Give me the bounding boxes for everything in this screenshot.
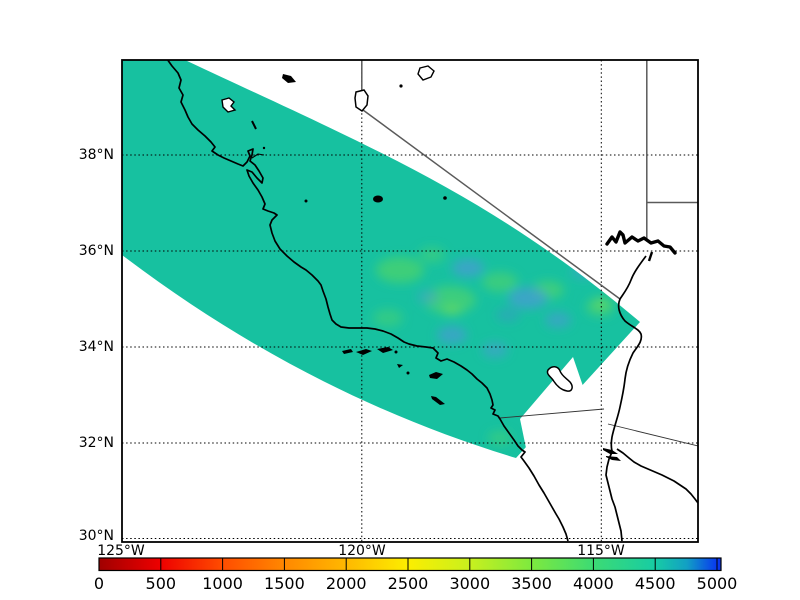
colorbar-gradient	[99, 558, 721, 571]
cb-tick-1500: 1500	[264, 574, 305, 593]
sacramento-delta	[251, 153, 265, 159]
clear-lake	[221, 97, 237, 113]
island-anacapa	[394, 350, 398, 354]
cb-tick-4500: 4500	[634, 574, 676, 593]
pacific-coast	[166, 60, 569, 542]
country-border-us-mexico	[499, 408, 698, 447]
delta-lagoon-1	[603, 448, 618, 454]
cb-tick-5000: 5000	[696, 574, 738, 593]
cb-tick-3500: 3500	[511, 574, 552, 593]
lake-berryessa	[251, 120, 257, 130]
x-tick-125W: 125°W	[97, 543, 145, 559]
state-borders	[361, 60, 698, 300]
walker-lake	[443, 196, 447, 200]
y-tick-32N: 32°N	[78, 435, 114, 451]
cb-tick-2000: 2000	[325, 574, 367, 593]
border-ca-nv-diagonal	[362, 109, 621, 300]
island-santa-cruz	[356, 349, 372, 355]
baja-gulf-coast	[605, 451, 623, 542]
island-san-nicolas	[397, 364, 403, 368]
y-tick-38N: 38°N	[78, 147, 114, 163]
y-tick-36N: 36°N	[78, 243, 114, 259]
sonora-coast	[616, 448, 698, 504]
colorbar-dividers	[160, 558, 718, 571]
salton-sea	[546, 366, 573, 392]
data-swath	[122, 60, 640, 458]
island-san-clemente	[431, 396, 445, 405]
island-chain-east	[377, 347, 393, 353]
cb-tick-3000: 3000	[449, 574, 491, 593]
y-tick-30N: 30°N	[78, 528, 114, 544]
x-tick-115W: 115°W	[577, 543, 625, 559]
colorado-river	[610, 255, 647, 452]
island-santa-barbara	[406, 371, 410, 375]
x-tick-120W: 120°W	[338, 543, 386, 559]
lake-mead-arm	[647, 251, 654, 262]
pyramid-lake	[417, 65, 435, 81]
axes-frame	[121, 59, 699, 543]
cb-tick-2500: 2500	[387, 574, 429, 593]
island-catalina	[429, 372, 443, 379]
mono-lake	[373, 195, 383, 203]
honey-lake	[282, 74, 296, 83]
lake-tahoe	[354, 89, 369, 112]
small-lake-dot	[262, 146, 266, 150]
swath-polygon	[122, 60, 640, 458]
lakes-islands	[221, 65, 573, 405]
cb-tick-4000: 4000	[573, 574, 614, 593]
san-luis-reservoir	[304, 199, 308, 203]
lake-mead	[605, 230, 677, 255]
eagle-lake	[399, 84, 403, 88]
cb-tick-500: 500	[145, 574, 177, 593]
colorbar-outline	[98, 557, 722, 572]
graticule	[122, 60, 698, 542]
cb-tick-0: 0	[93, 574, 105, 593]
colorbar	[98, 557, 722, 572]
island-san-miguel-santa-rosa	[342, 349, 353, 354]
swath-end-notch	[520, 357, 585, 448]
y-tick-34N: 34°N	[78, 339, 114, 355]
coastline	[166, 60, 698, 542]
cb-tick-1000: 1000	[202, 574, 243, 593]
